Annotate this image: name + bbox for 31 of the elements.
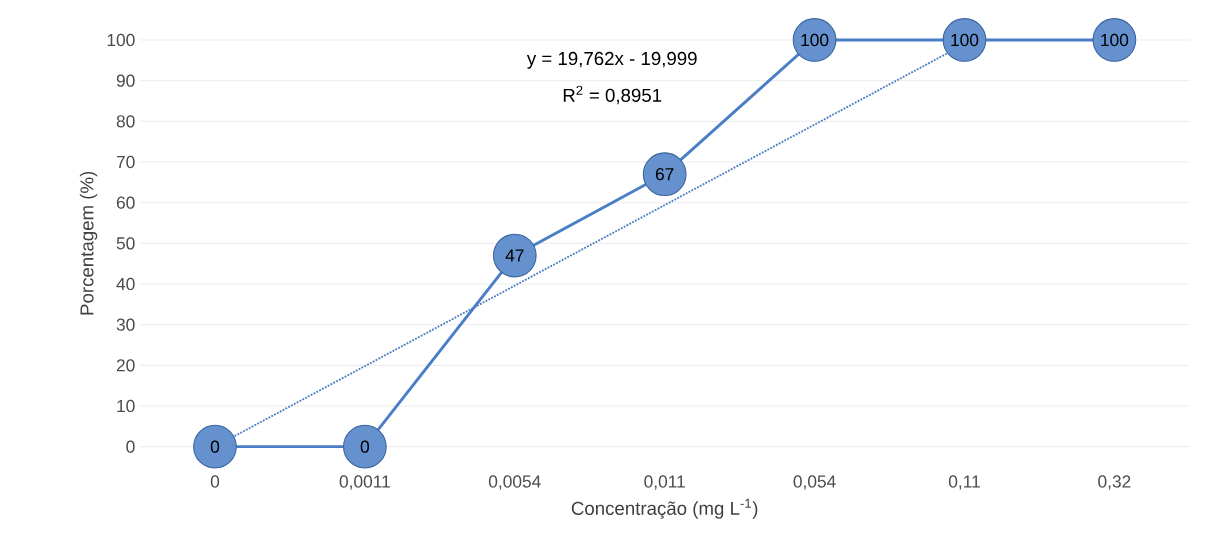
y-tick-label: 60: [116, 196, 135, 209]
data-label: 47: [505, 249, 524, 262]
x-tick-label: 0,11: [948, 475, 980, 490]
x-tick-label: 0,011: [644, 475, 685, 490]
y-tick-label: 70: [116, 155, 135, 169]
x-tick-label: 0,32: [1098, 475, 1131, 490]
data-label: 100: [801, 33, 829, 47]
x-axis-title: Concentração (mg L$^{-1}$): [571, 498, 758, 519]
data-label: 100: [951, 33, 979, 47]
y-tick-label: 10: [117, 399, 135, 413]
data-label: 0: [210, 440, 220, 453]
y-tick-label: 20: [116, 359, 135, 372]
y-tick-label: 40: [116, 277, 135, 291]
y-axis-title: Porcentagem (%): [79, 171, 98, 315]
y-tick-label: 50: [116, 237, 135, 250]
data-label: 0: [360, 440, 370, 453]
point: [342, 424, 387, 469]
y-tick-label: 30: [116, 318, 135, 331]
x-tick-label: 0: [210, 475, 220, 488]
y-tick-label: 100: [107, 33, 135, 47]
x-tick-label: 0,0054: [488, 475, 541, 490]
data-label: 67: [655, 168, 674, 181]
x-tick-label: 0,054: [793, 475, 836, 490]
annotation: R$^{2}$ = 0,8951: [563, 85, 662, 105]
annotation: y = 19,762x - 19,999: [526, 51, 697, 69]
x-tick-label: 0,0011: [339, 475, 390, 490]
point: [193, 424, 237, 469]
y-tick-label: 80: [116, 115, 135, 128]
y-tick-label: 0: [126, 440, 135, 453]
y-tick-label: 90: [116, 74, 135, 87]
data-label: 100: [1101, 33, 1129, 47]
